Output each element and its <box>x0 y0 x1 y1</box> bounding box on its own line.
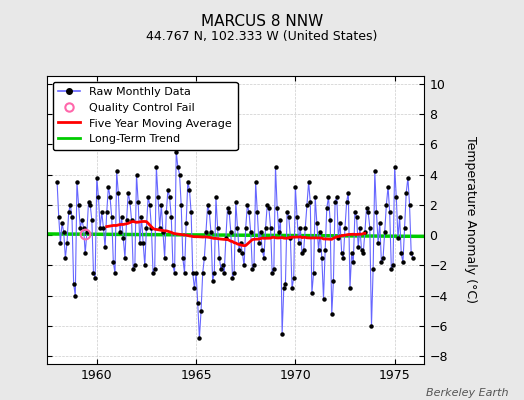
Legend: Raw Monthly Data, Quality Control Fail, Five Year Moving Average, Long-Term Tren: Raw Monthly Data, Quality Control Fail, … <box>53 82 238 150</box>
Text: 44.767 N, 102.333 W (United States): 44.767 N, 102.333 W (United States) <box>146 30 378 43</box>
Text: MARCUS 8 NNW: MARCUS 8 NNW <box>201 14 323 29</box>
Y-axis label: Temperature Anomaly (°C): Temperature Anomaly (°C) <box>464 136 477 304</box>
Text: Berkeley Earth: Berkeley Earth <box>426 388 508 398</box>
